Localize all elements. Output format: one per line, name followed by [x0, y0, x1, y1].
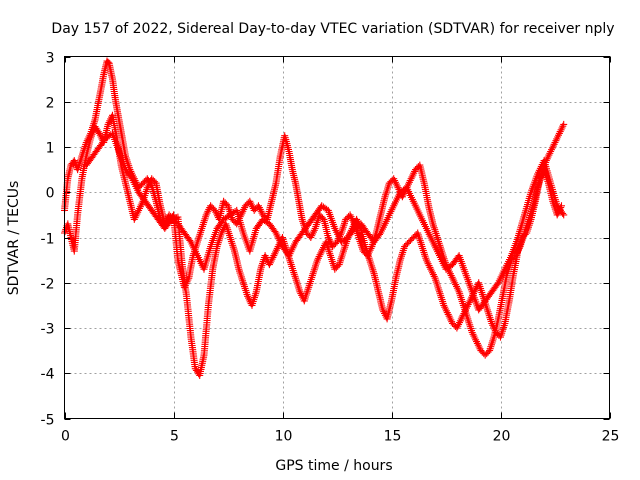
- data-markers: [61, 111, 565, 379]
- x-tick-label: 10: [275, 429, 293, 445]
- x-tick-label: 15: [384, 429, 402, 445]
- data-markers: [82, 129, 568, 314]
- y-tick-label: -4: [41, 367, 55, 383]
- series-line: [63, 113, 563, 378]
- grid: [64, 56, 610, 419]
- x-tick-label: 20: [493, 429, 511, 445]
- y-tick-label: -5: [41, 413, 55, 429]
- y-tick-label: 3: [46, 51, 55, 67]
- series-track-c: [82, 129, 568, 314]
- x-tick-label: 5: [170, 429, 179, 445]
- y-tick-label: 2: [46, 96, 55, 112]
- y-tick-label: 0: [46, 186, 55, 202]
- data-series: [61, 57, 568, 379]
- plot-frame: [64, 56, 610, 419]
- y-tick-label: 1: [46, 141, 55, 157]
- x-tick-label: 25: [602, 429, 620, 445]
- x-axis-label: GPS time / hours: [275, 458, 392, 474]
- x-tick-label: 0: [61, 429, 70, 445]
- y-axis-label: SDTVAR / TECUs: [6, 181, 22, 296]
- series-track-b: [61, 111, 565, 379]
- y-tick-label: -3: [41, 322, 55, 338]
- axis-ticks: 0 5 10 15 20 25 -5 -4 -3 -2 -1 0 1 2 3: [41, 51, 620, 445]
- chart-title: Day 157 of 2022, Sidereal Day-to-day VTE…: [51, 21, 614, 37]
- y-tick-label: -2: [41, 277, 55, 293]
- y-tick-label: -1: [41, 232, 55, 248]
